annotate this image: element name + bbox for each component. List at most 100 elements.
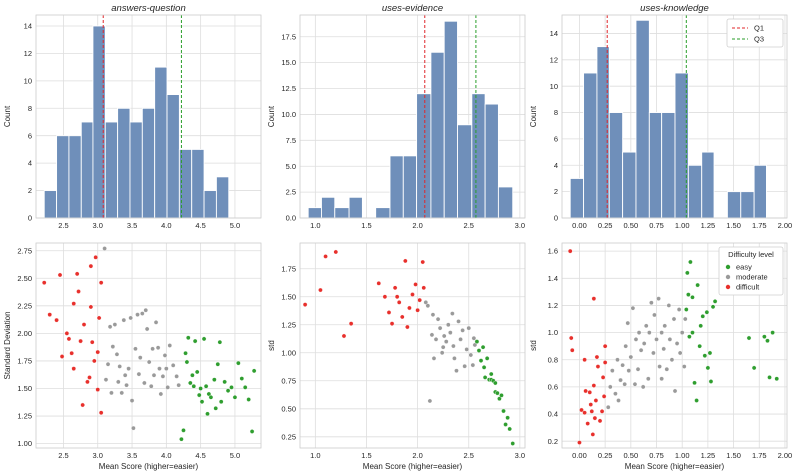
scatter-point-easy [510, 441, 516, 446]
scatter-point-moderate [128, 315, 133, 321]
scatter-point-difficult [348, 321, 354, 326]
y-tick-label: 15.0 [281, 58, 296, 67]
scatter-point-difficult [569, 347, 575, 353]
y-tick-label: 0.8 [548, 355, 558, 364]
legend-label: Q3 [754, 35, 764, 44]
scatter-point-difficult [599, 409, 605, 414]
scatter-point-difficult [302, 302, 308, 307]
scatter-point-moderate [431, 356, 437, 361]
scatter-point-easy [695, 282, 700, 288]
scatter-point-moderate [439, 350, 445, 356]
histogram-bar [622, 151, 637, 219]
scatter-point-difficult [601, 394, 607, 399]
scatter-point-difficult [386, 310, 392, 315]
y-tick-label: 7.5 [286, 136, 296, 145]
scatter-point-moderate [456, 319, 461, 324]
scatter-point-moderate [671, 316, 677, 322]
scatter-point-difficult [389, 321, 395, 326]
scatter-point-difficult [323, 254, 328, 259]
scatter-point-moderate [103, 377, 109, 382]
scatter-point-difficult [589, 409, 595, 414]
y-tick-label: 2.5 [286, 188, 296, 197]
scatter-point-easy [688, 259, 693, 265]
scatter-point-easy [229, 385, 234, 390]
scatter-point-moderate [647, 330, 652, 335]
scatter-point-moderate [471, 335, 477, 341]
x-tick-label: 4.0 [161, 451, 171, 460]
scatter-point-moderate [616, 398, 621, 403]
scatter-point-easy [192, 338, 198, 344]
y-tick-label: 10 [24, 76, 32, 85]
scatter-point-moderate [133, 346, 138, 352]
scatter-point-moderate [610, 368, 615, 373]
scatter-point-difficult [96, 315, 102, 321]
scatter-point-difficult [591, 383, 597, 388]
histogram-bar [307, 207, 322, 219]
scatter-point-easy [249, 429, 255, 434]
x-tick-label: 1.25 [701, 221, 716, 230]
scatter-point-moderate [638, 347, 644, 353]
histogram-bar [430, 51, 445, 219]
scatter-point-moderate [443, 339, 449, 344]
scatter-point-difficult [591, 296, 597, 301]
chart-title: answers-question [111, 3, 185, 14]
x-tick-label: 1.5 [361, 221, 371, 230]
histogram-bar [402, 155, 418, 219]
scatter-point-difficult [587, 390, 593, 395]
scatter-point-moderate [622, 381, 627, 387]
scatter-point-moderate [676, 307, 682, 312]
scatter-point-moderate [450, 311, 455, 316]
histogram-bar [104, 121, 119, 219]
x-tick-label: 3.5 [127, 451, 137, 460]
x-tick-label: 2.5 [58, 221, 68, 230]
axes-frame [561, 242, 788, 449]
scatter-point-difficult [376, 281, 382, 286]
scatter-point-difficult [392, 285, 398, 291]
y-tick-label: 0.6 [548, 383, 558, 392]
scatter-point-moderate [423, 300, 429, 305]
scatter-point-easy [712, 299, 718, 304]
scatter-point-moderate [646, 376, 651, 382]
legend-marker [725, 284, 731, 290]
scatter-point-moderate [144, 326, 150, 332]
scatter-point-moderate [460, 328, 465, 333]
x-tick-label: 1.25 [701, 451, 716, 460]
y-tick-label: 12 [24, 49, 32, 58]
scatter-point-moderate [468, 352, 474, 358]
legend-marker [725, 274, 731, 280]
scatter-point-easy [478, 358, 484, 363]
scatter-point-moderate [626, 368, 632, 373]
histogram-bar [375, 207, 391, 219]
x-tick-label: 2.5 [464, 451, 474, 460]
scatter-point-moderate [174, 374, 179, 379]
scatter-point-moderate [425, 303, 431, 309]
scatter-point-moderate [435, 316, 441, 322]
scatter-point-easy [184, 359, 190, 365]
x-tick-label: 3.0 [93, 451, 103, 460]
x-tick-label: 0.25 [598, 221, 613, 230]
scatter-point-difficult [64, 331, 70, 336]
scatter-point-difficult [410, 292, 415, 297]
histogram-bar [661, 112, 676, 219]
scatter-point-moderate [652, 312, 657, 318]
y-tick-label: 2 [28, 186, 32, 195]
scatter-point-easy [686, 292, 691, 297]
histogram-bar [334, 207, 350, 219]
scatter-point-moderate [677, 350, 683, 356]
scatter-point-difficult [71, 301, 77, 306]
scatter-point-easy [215, 361, 221, 367]
histogram-bar [154, 66, 168, 219]
scatter-point-difficult [417, 297, 422, 303]
legend-title: Difficulty level [728, 250, 774, 259]
scatter-point-easy [181, 428, 186, 433]
scatter-point-easy [191, 383, 197, 389]
axes-frame [561, 14, 788, 219]
legend-label: difficult [736, 283, 760, 292]
scatter-point-easy [198, 386, 203, 391]
axes-frame [35, 14, 262, 219]
scatter-point-difficult [98, 410, 104, 416]
scatter-point-difficult [382, 294, 388, 300]
scatter-point-easy [702, 353, 708, 358]
x-tick-label: 0.50 [624, 451, 639, 460]
scatter-point-moderate [176, 382, 181, 388]
